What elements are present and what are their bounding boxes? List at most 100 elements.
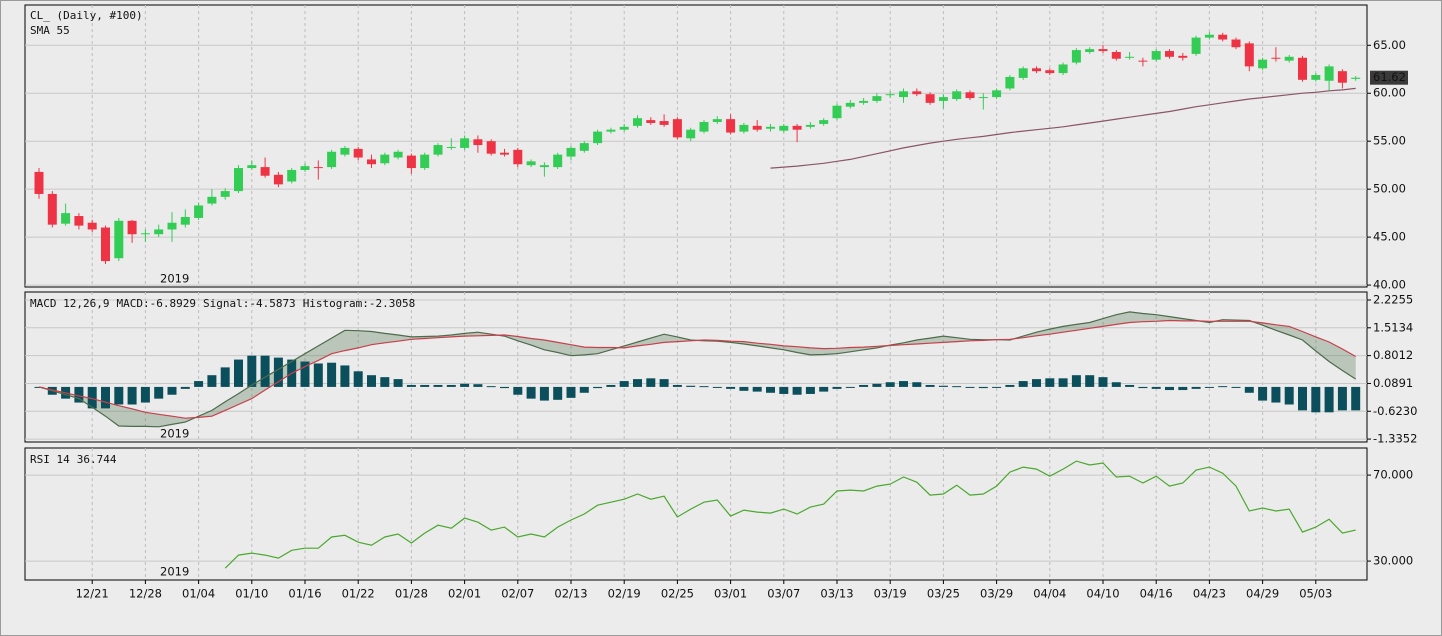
candle-body — [1085, 49, 1095, 52]
candle-body — [340, 147, 350, 155]
y-tick-label: -0.6230 — [1373, 404, 1417, 418]
histogram-bar — [1125, 384, 1135, 387]
histogram-bar — [87, 386, 97, 409]
x-tick-label: 03/25 — [927, 587, 960, 601]
histogram-bar — [1337, 386, 1347, 411]
sma-line — [770, 87, 1356, 169]
candle-body — [353, 148, 363, 158]
x-tick-label: 03/19 — [874, 587, 907, 601]
histogram-bar — [686, 385, 696, 387]
candle-body — [1138, 60, 1148, 62]
histogram-bar — [912, 382, 922, 387]
histogram-bar — [885, 382, 895, 387]
candle-body — [1071, 50, 1081, 63]
histogram-bar — [952, 386, 962, 388]
candle-body — [526, 161, 536, 166]
x-tick-label: 01/10 — [235, 587, 268, 601]
candle-body — [327, 151, 337, 168]
last-price-box — [1370, 70, 1408, 85]
candle-body — [300, 166, 310, 170]
candle-body — [952, 91, 962, 99]
histogram-bar — [513, 386, 523, 395]
candle-body — [672, 119, 682, 138]
histogram-bar — [606, 384, 616, 387]
candle-body — [606, 129, 616, 132]
histogram-bar — [1071, 375, 1081, 387]
histogram-bar — [672, 384, 682, 387]
x-tick-label: 04/29 — [1246, 587, 1279, 601]
candle-body — [247, 165, 257, 169]
candle-body — [1045, 70, 1055, 74]
x-tick-label: 02/01 — [448, 587, 481, 601]
x-tick-label: 12/21 — [76, 587, 109, 601]
x-tick-label: 03/01 — [714, 587, 747, 601]
pane-frame — [24, 291, 1368, 443]
histogram-bar — [114, 386, 124, 405]
histogram-bar — [140, 386, 150, 403]
candle-body — [460, 138, 470, 148]
candle-body — [393, 151, 403, 158]
candle-body — [965, 92, 975, 99]
histogram-bar — [712, 386, 722, 388]
candle-body — [1125, 56, 1135, 58]
candle-body — [726, 119, 736, 133]
candle-body — [739, 124, 749, 132]
candle-body — [992, 90, 1002, 98]
legend-entry: Signal:-4.5873 — [203, 297, 296, 310]
candle-body — [938, 97, 948, 101]
candle-body — [380, 154, 390, 164]
candle-body — [1165, 51, 1174, 57]
macd-line — [38, 319, 1356, 419]
candle-body — [859, 100, 869, 103]
candle-body — [819, 120, 829, 124]
histogram-bar — [859, 384, 869, 387]
legend-title: MACD 12,26,9 — [30, 297, 109, 310]
candle-body — [1058, 64, 1068, 74]
y-tick-label: 60.00 — [1373, 86, 1406, 100]
legend-title: RSI 14 — [30, 453, 70, 466]
candle-body — [1005, 76, 1015, 89]
candle-body — [486, 141, 496, 154]
candle-body — [845, 102, 855, 107]
candle-body — [473, 139, 483, 146]
candle-body — [1032, 68, 1041, 72]
y-tick-label: 50.00 — [1373, 182, 1406, 196]
candle-body — [1098, 49, 1108, 52]
histogram-bar — [805, 386, 815, 394]
y-tick-label: 70.000 — [1373, 468, 1413, 482]
histogram-bar — [792, 386, 802, 395]
candle-body — [633, 118, 642, 126]
histogram-bar — [819, 386, 829, 392]
histogram-bar — [845, 386, 855, 388]
candle-body — [101, 227, 110, 262]
histogram-bar — [1178, 386, 1188, 391]
histogram-bar — [553, 386, 563, 400]
histogram-bar — [699, 386, 709, 388]
candle-body — [367, 159, 376, 165]
x-tick-label: 01/16 — [288, 587, 321, 601]
histogram-bar — [313, 363, 323, 387]
histogram-bar — [300, 361, 310, 387]
candle-body — [433, 145, 443, 155]
x-tick-label: 02/19 — [608, 587, 641, 601]
histogram-bar — [1058, 378, 1068, 387]
candle-body — [766, 126, 775, 129]
candle-body — [194, 205, 204, 218]
histogram-bar — [154, 386, 164, 399]
candle-body — [406, 155, 416, 169]
candle-body — [1298, 57, 1307, 80]
candle-body — [779, 125, 789, 131]
histogram-bar — [1218, 386, 1228, 388]
histogram-bar — [659, 379, 669, 387]
histogram-bar — [380, 377, 390, 387]
candle-body — [1258, 59, 1268, 69]
histogram-bar — [433, 384, 443, 387]
candle-body — [1231, 39, 1241, 48]
candle-body — [1271, 57, 1281, 59]
histogram-bar — [1045, 378, 1055, 387]
histogram-bar — [752, 386, 762, 392]
histogram-bar — [726, 386, 736, 389]
histogram-bar — [978, 386, 988, 389]
y-tick-label: 45.00 — [1373, 230, 1406, 244]
